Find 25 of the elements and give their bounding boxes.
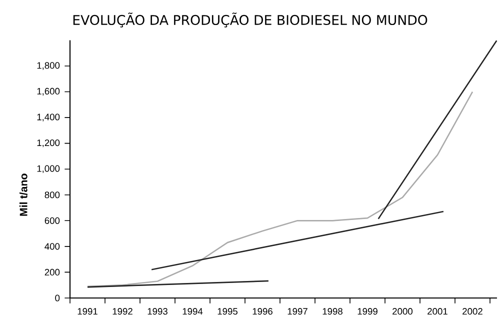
y-tick-label: 1,400 xyxy=(37,114,60,122)
x-tick-label: 1998 xyxy=(322,308,342,315)
x-tick-label: 1997 xyxy=(288,308,308,315)
x-tick-label: 2001 xyxy=(428,308,448,315)
x-tick-label: 1991 xyxy=(78,308,98,315)
y-tick-label: 1,000 xyxy=(37,165,60,173)
y-tick-label: 1,600 xyxy=(37,88,60,96)
chart-title: EVOLUÇÃO DA PRODUÇÃO DE BIODIESEL NO MUNDO xyxy=(73,12,428,28)
x-tick-label: 1992 xyxy=(112,308,132,315)
y-tick-label: 600 xyxy=(44,217,60,224)
y-tick-label: 400 xyxy=(44,243,60,250)
x-tick-label: 1999 xyxy=(358,308,378,315)
y-tick-label: 1,200 xyxy=(37,139,60,148)
y-tick-label: 800 xyxy=(44,192,60,198)
x-tick-label: 1993 xyxy=(148,308,168,315)
x-tick-label: 1995 xyxy=(218,308,238,315)
y-tick-label: 200 xyxy=(44,268,60,276)
x-tick-label: 2000 xyxy=(392,308,413,315)
y-tick-label: 1,800 xyxy=(37,62,60,70)
x-tick-label: 2002 xyxy=(462,308,482,315)
y-tick-label: 0 xyxy=(55,294,60,302)
line-series xyxy=(86,91,474,288)
x-tick-label: 1996 xyxy=(252,308,272,315)
y-axis-title: Mil t/ano xyxy=(20,174,28,216)
x-tick-label: 1994 xyxy=(182,308,203,315)
